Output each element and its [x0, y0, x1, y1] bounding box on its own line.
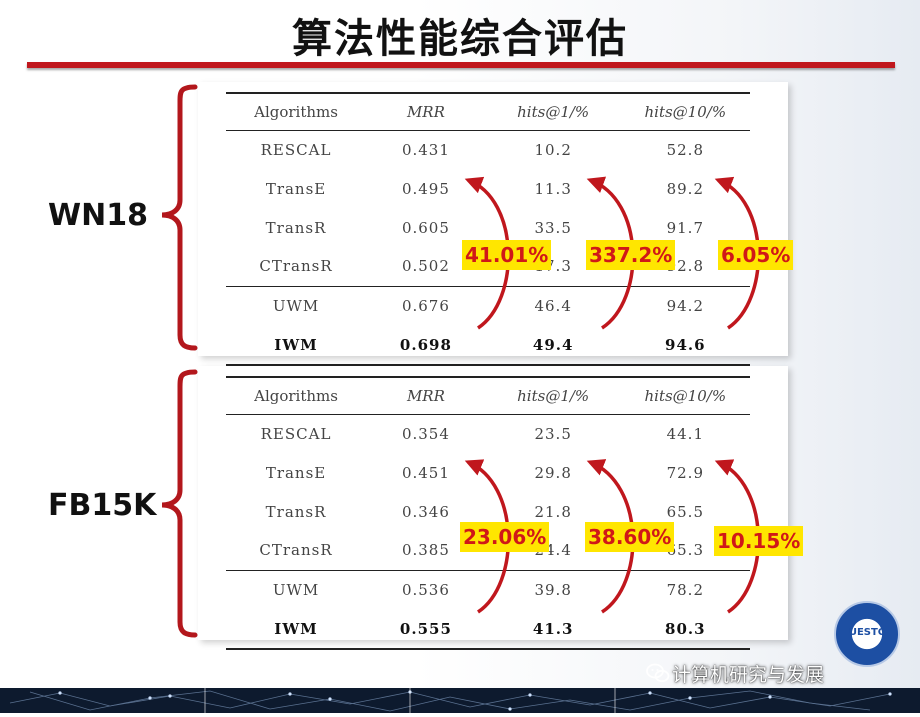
cell-hits10: 78.2 — [620, 569, 750, 610]
fb15k-label: FB15K — [48, 488, 157, 523]
cell-hits10: 94.6 — [620, 325, 750, 367]
cell-mrr: 0.346 — [401, 502, 450, 521]
cell-algorithm: TransE — [265, 180, 327, 199]
bottom-decorative-strip — [0, 688, 920, 713]
cell-algorithm: TransR — [265, 502, 327, 521]
table-row: CTransR 0.502 17.3 92.8 — [226, 247, 750, 286]
fb15k-brace — [161, 369, 198, 638]
fb15k-improvement-hits1: 38.60% — [585, 522, 675, 552]
cell-hits10: 65.3 — [666, 541, 704, 560]
logo-text: UESTC — [848, 627, 886, 638]
table-row: TransE 0.451 29.8 72.9 — [226, 454, 750, 493]
cell-algorithm: TransE — [265, 464, 327, 483]
header-mrr: MRR — [366, 92, 486, 131]
cell-hits1: 29.8 — [534, 464, 572, 483]
wn18-improvement-hits10: 6.05% — [718, 240, 794, 270]
cell-mrr: 0.676 — [366, 285, 486, 326]
table-row: RESCAL 0.354 23.5 44.1 — [226, 415, 750, 454]
cell-algorithm: RESCAL — [260, 425, 332, 444]
cell-mrr: 0.431 — [401, 141, 450, 160]
cell-hits1: 41.3 — [485, 609, 621, 651]
cell-algorithm: IWM — [226, 325, 367, 367]
cell-mrr: 0.536 — [366, 569, 486, 610]
cell-mrr: 0.451 — [401, 464, 450, 483]
fb15k-improvement-mrr: 23.06% — [460, 522, 550, 552]
table-header-row: Algorithms MRR hits@1/% hits@10/% — [226, 376, 750, 415]
cell-hits1: 46.4 — [485, 285, 621, 326]
cell-hits10: 94.2 — [620, 285, 750, 326]
cell-hits1: 39.8 — [485, 569, 621, 610]
cell-hits10: 91.7 — [666, 218, 704, 237]
table-row: UWM 0.676 46.4 94.2 — [226, 285, 750, 326]
cell-algorithm: CTransR — [259, 541, 333, 560]
table-row: TransR 0.605 33.5 91.7 — [226, 208, 750, 247]
cell-hits10: 92.8 — [666, 257, 704, 276]
table-row: UWM 0.536 39.8 78.2 — [226, 569, 750, 610]
wn18-brace — [161, 84, 198, 351]
cell-mrr: 0.354 — [401, 425, 450, 444]
title-divider — [27, 62, 895, 68]
cell-algorithm: IWM — [226, 609, 367, 651]
cell-hits1: 10.2 — [534, 141, 572, 160]
table-row: TransR 0.346 21.8 65.5 — [226, 492, 750, 531]
header-algorithms: Algorithms — [226, 92, 367, 131]
cell-hits10: 65.5 — [666, 502, 704, 521]
wn18-improvement-mrr: 41.01% — [462, 240, 552, 270]
cell-hits10: 80.3 — [620, 609, 750, 651]
cell-algorithm: TransR — [265, 218, 327, 237]
wn18-improvement-hits1: 337.2% — [586, 240, 676, 270]
cell-hits10: 52.8 — [666, 141, 704, 160]
cell-hits1: 23.5 — [534, 425, 572, 444]
slide-title: 算法性能综合评估 — [292, 16, 628, 62]
table-row: RESCAL 0.431 10.2 52.8 — [226, 131, 750, 170]
cell-hits1: 49.4 — [485, 325, 621, 367]
cell-mrr: 0.502 — [401, 257, 450, 276]
wn18-label: WN18 — [48, 198, 148, 233]
table-row: TransE 0.495 11.3 89.2 — [226, 170, 750, 209]
watermark-text: 计算机研究与发展 — [672, 664, 825, 686]
table-row-best: IWM 0.555 41.3 80.3 — [226, 609, 750, 651]
wechat-icon — [646, 663, 670, 683]
wn18-results-table: Algorithms MRR hits@1/% hits@10/% RESCAL… — [226, 92, 750, 367]
cell-hits10: 44.1 — [666, 425, 704, 444]
header-hits10: hits@10/% — [620, 92, 750, 131]
cell-mrr: 0.495 — [401, 180, 450, 199]
cell-algorithm: RESCAL — [260, 141, 332, 160]
table-header-row: Algorithms MRR hits@1/% hits@10/% — [226, 92, 750, 131]
network-pattern-icon — [9, 688, 892, 713]
cell-hits1: 33.5 — [534, 218, 572, 237]
cell-mrr: 0.605 — [401, 218, 450, 237]
cell-hits1: 21.8 — [534, 502, 572, 521]
cell-mrr: 0.698 — [366, 325, 486, 367]
header-mrr: MRR — [366, 376, 486, 415]
header-hits1: hits@1/% — [485, 92, 621, 131]
cell-hits10: 89.2 — [666, 180, 704, 199]
header-hits10: hits@10/% — [620, 376, 750, 415]
university-logo: UESTC — [834, 601, 900, 667]
fb15k-results-table: Algorithms MRR hits@1/% hits@10/% RESCAL… — [226, 376, 750, 651]
header-algorithms: Algorithms — [226, 376, 367, 415]
cell-hits1: 11.3 — [534, 180, 572, 199]
header-hits1: hits@1/% — [485, 376, 621, 415]
table-row-best: IWM 0.698 49.4 94.6 — [226, 325, 750, 367]
cell-mrr: 0.555 — [366, 609, 486, 651]
cell-hits10: 72.9 — [666, 464, 704, 483]
fb15k-improvement-hits10: 10.15% — [714, 526, 804, 556]
cell-mrr: 0.385 — [401, 541, 450, 560]
cell-algorithm: UWM — [226, 285, 367, 326]
cell-algorithm: CTransR — [259, 257, 333, 276]
cell-algorithm: UWM — [226, 569, 367, 610]
